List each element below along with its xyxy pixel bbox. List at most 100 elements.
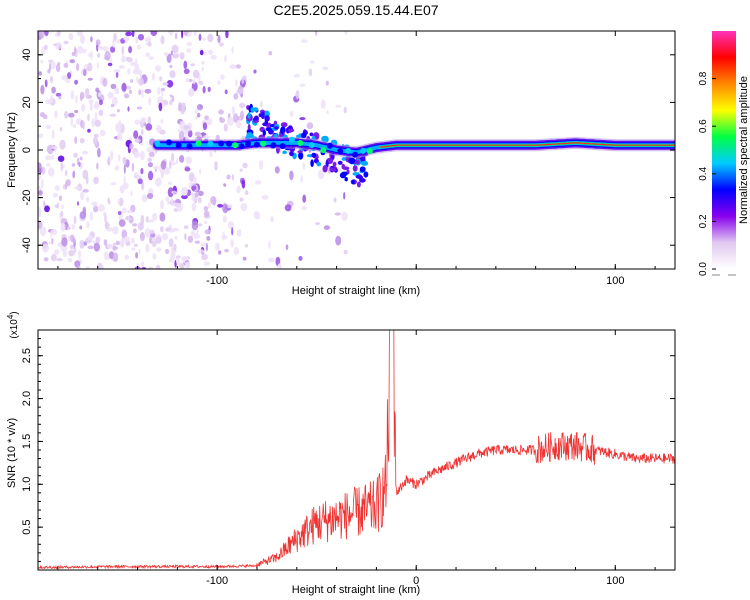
noise-blob	[190, 230, 196, 237]
noise-blob	[135, 58, 138, 68]
noise-blob	[131, 247, 136, 251]
noise-blob	[217, 34, 221, 44]
noise-blob	[90, 50, 93, 61]
noise-blob	[80, 94, 83, 102]
noise-blob	[117, 211, 122, 215]
noise-blob	[159, 212, 166, 222]
noise-blob	[233, 93, 239, 100]
noise-blob	[137, 33, 145, 41]
noise-blob	[317, 169, 325, 180]
noise-blob	[158, 102, 163, 112]
spectrogram-ylabel: Frequency (Hz)	[6, 112, 18, 188]
noise-blob	[96, 162, 99, 170]
noise-blob	[218, 109, 224, 115]
noise-blob	[139, 72, 142, 79]
noise-blob	[222, 231, 226, 241]
noise-blob	[43, 200, 46, 208]
noise-blob	[132, 69, 139, 75]
noise-blob	[38, 190, 43, 196]
noise-blob	[177, 129, 181, 133]
noise-blob	[289, 110, 294, 117]
noise-blob	[183, 68, 190, 75]
noise-blob	[126, 56, 130, 60]
noise-blob	[176, 202, 184, 212]
noise-blob	[201, 66, 204, 72]
noise-blob	[226, 174, 231, 180]
noise-blob	[118, 130, 123, 141]
noise-blob	[149, 229, 155, 234]
noise-blob	[63, 40, 69, 45]
noise-blob	[96, 262, 103, 269]
colorbar-label: Normalized spectral amplitude	[738, 76, 750, 224]
noise-blob	[187, 235, 194, 243]
noise-blob	[209, 151, 213, 158]
noise-blob	[145, 123, 153, 131]
noise-blob	[230, 239, 234, 248]
noise-blob	[191, 185, 197, 190]
noise-blob	[212, 199, 216, 206]
noise-blob	[239, 168, 243, 172]
noise-blob	[133, 228, 137, 234]
noise-blob	[121, 82, 127, 92]
noise-blob	[229, 64, 237, 70]
noise-blob	[183, 60, 188, 69]
noise-blob	[302, 194, 307, 203]
noise-blob	[236, 88, 244, 95]
noise-blob	[202, 37, 207, 41]
noise-blob	[173, 243, 177, 251]
noise-blob	[38, 207, 42, 217]
noise-blob	[258, 160, 264, 170]
noise-blob	[44, 205, 50, 213]
noise-blob	[227, 221, 234, 230]
noise-blob	[140, 117, 147, 124]
noise-blob	[116, 38, 122, 44]
noise-blob	[82, 121, 85, 130]
noise-blob	[218, 250, 222, 255]
noise-blob	[118, 64, 125, 69]
noise-blob	[238, 116, 242, 121]
transition-blob	[353, 159, 360, 165]
noise-blob	[45, 124, 52, 129]
transition-blob	[311, 152, 317, 158]
noise-blob	[148, 219, 155, 223]
noise-blob	[87, 113, 90, 122]
noise-blob	[42, 243, 49, 253]
noise-blob	[148, 170, 154, 181]
noise-blob	[147, 193, 154, 199]
noise-blob	[146, 147, 153, 153]
noise-blob	[194, 131, 201, 137]
noise-blob	[299, 83, 306, 87]
noise-blob	[136, 44, 141, 50]
noise-blob	[132, 223, 138, 227]
noise-blob	[40, 178, 44, 189]
colorbar-tick-label: 0.2	[698, 214, 709, 228]
noise-blob	[152, 212, 158, 221]
noise-blob	[144, 228, 151, 238]
noise-blob	[223, 183, 227, 187]
noise-blob	[204, 229, 211, 235]
noise-blob	[71, 51, 76, 57]
noise-blob	[79, 34, 85, 45]
noise-blob	[253, 69, 257, 74]
snr-multiplier: (x104)	[6, 311, 20, 338]
noise-blob	[57, 31, 61, 37]
noise-blob	[261, 194, 269, 200]
noise-blob	[44, 44, 48, 51]
noise-blob	[166, 80, 174, 88]
noise-blob	[309, 60, 315, 64]
noise-blob	[79, 137, 85, 144]
noise-blob	[149, 235, 153, 244]
noise-blob	[48, 62, 52, 72]
noise-blob	[55, 63, 61, 73]
noise-blob	[203, 135, 210, 140]
noise-blob	[86, 221, 90, 229]
noise-blob	[343, 106, 347, 114]
noise-blob	[74, 136, 78, 145]
noise-blob	[102, 77, 108, 88]
noise-blob	[335, 235, 342, 246]
noise-blob	[99, 129, 106, 137]
noise-blob	[233, 247, 239, 256]
noise-blob	[144, 37, 150, 42]
noise-blob	[93, 242, 101, 252]
